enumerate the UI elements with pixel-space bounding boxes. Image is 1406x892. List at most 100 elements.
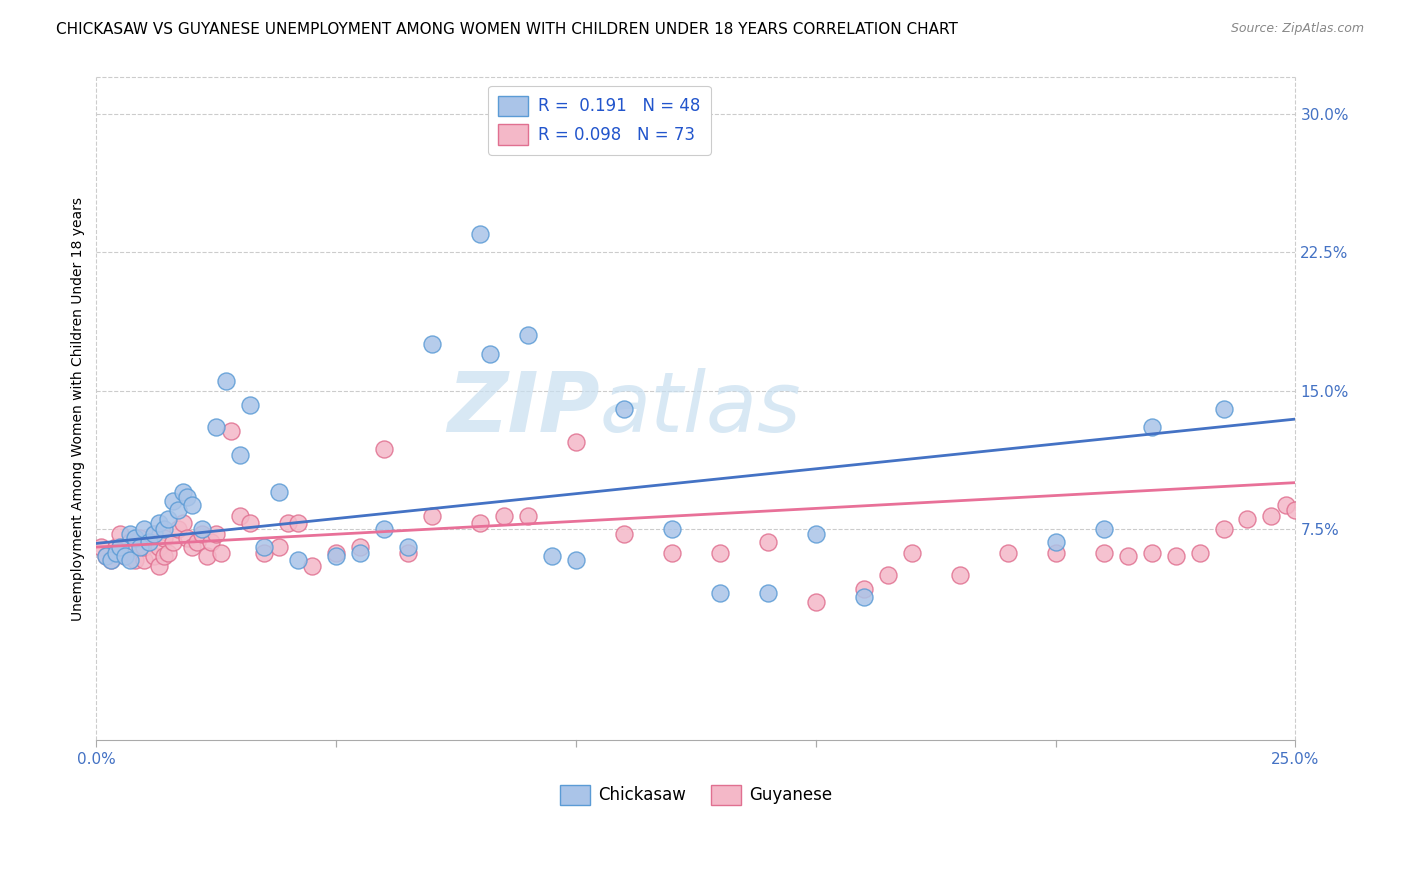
Point: [229, 448, 252, 462]
Point: [118, 553, 141, 567]
Point: [200, 534, 222, 549]
Point: [100, 553, 122, 567]
Point: [1188, 546, 1211, 560]
Point: [1045, 534, 1067, 549]
Point: [661, 522, 683, 536]
Point: [209, 546, 232, 560]
Point: [162, 494, 184, 508]
Point: [94, 549, 117, 564]
Point: [709, 586, 731, 600]
Point: [239, 398, 262, 412]
Point: [138, 534, 160, 549]
Point: [142, 549, 165, 564]
Point: [124, 540, 146, 554]
Point: [709, 546, 731, 560]
Point: [152, 549, 174, 564]
Point: [110, 540, 132, 554]
Point: [301, 558, 323, 573]
Point: [349, 546, 371, 560]
Point: [1275, 498, 1298, 512]
Text: atlas: atlas: [600, 368, 801, 450]
Point: [219, 424, 242, 438]
Point: [517, 328, 540, 343]
Point: [152, 522, 174, 536]
Point: [94, 549, 117, 564]
Point: [756, 534, 779, 549]
Point: [900, 546, 922, 560]
Point: [1260, 508, 1282, 523]
Point: [172, 516, 194, 530]
Point: [181, 540, 204, 554]
Point: [124, 553, 146, 567]
Point: [267, 484, 290, 499]
Point: [148, 516, 170, 530]
Point: [138, 534, 160, 549]
Text: Source: ZipAtlas.com: Source: ZipAtlas.com: [1230, 22, 1364, 36]
Point: [1116, 549, 1139, 564]
Point: [172, 484, 194, 499]
Point: [239, 516, 262, 530]
Point: [1212, 522, 1234, 536]
Point: [253, 540, 276, 554]
Point: [191, 522, 214, 536]
Point: [1212, 401, 1234, 416]
Point: [186, 534, 208, 549]
Point: [90, 540, 112, 554]
Point: [128, 540, 150, 554]
Text: ZIP: ZIP: [447, 368, 600, 450]
Point: [1140, 420, 1163, 434]
Point: [114, 549, 136, 564]
Point: [287, 553, 309, 567]
Point: [100, 553, 122, 567]
Point: [949, 567, 972, 582]
Point: [205, 527, 228, 541]
Point: [396, 546, 419, 560]
Point: [148, 540, 170, 554]
Point: [756, 586, 779, 600]
Point: [142, 527, 165, 541]
Point: [124, 531, 146, 545]
Point: [229, 508, 252, 523]
Point: [215, 374, 238, 388]
Point: [110, 527, 132, 541]
Point: [128, 531, 150, 545]
Point: [253, 546, 276, 560]
Point: [277, 516, 299, 530]
Point: [468, 227, 491, 241]
Point: [1140, 546, 1163, 560]
Point: [565, 553, 588, 567]
Text: CHICKASAW VS GUYANESE UNEMPLOYMENT AMONG WOMEN WITH CHILDREN UNDER 18 YEARS CORR: CHICKASAW VS GUYANESE UNEMPLOYMENT AMONG…: [56, 22, 957, 37]
Point: [468, 516, 491, 530]
Point: [661, 546, 683, 560]
Point: [157, 546, 180, 560]
Point: [349, 540, 371, 554]
Point: [114, 549, 136, 564]
Point: [195, 549, 218, 564]
Point: [420, 337, 443, 351]
Point: [396, 540, 419, 554]
Point: [104, 546, 127, 560]
Point: [134, 553, 156, 567]
Point: [1284, 503, 1306, 517]
Point: [804, 595, 827, 609]
Point: [148, 558, 170, 573]
Point: [492, 508, 515, 523]
Point: [1236, 512, 1258, 526]
Y-axis label: Unemployment Among Women with Children Under 18 years: Unemployment Among Women with Children U…: [72, 197, 86, 621]
Point: [852, 590, 875, 604]
Point: [134, 540, 156, 554]
Point: [325, 549, 347, 564]
Point: [267, 540, 290, 554]
Point: [176, 491, 198, 505]
Point: [373, 522, 395, 536]
Point: [420, 508, 443, 523]
Point: [167, 522, 190, 536]
Point: [167, 503, 190, 517]
Point: [997, 546, 1019, 560]
Point: [152, 531, 174, 545]
Point: [118, 527, 141, 541]
Point: [325, 546, 347, 560]
Point: [1092, 522, 1115, 536]
Point: [118, 534, 141, 549]
Point: [287, 516, 309, 530]
